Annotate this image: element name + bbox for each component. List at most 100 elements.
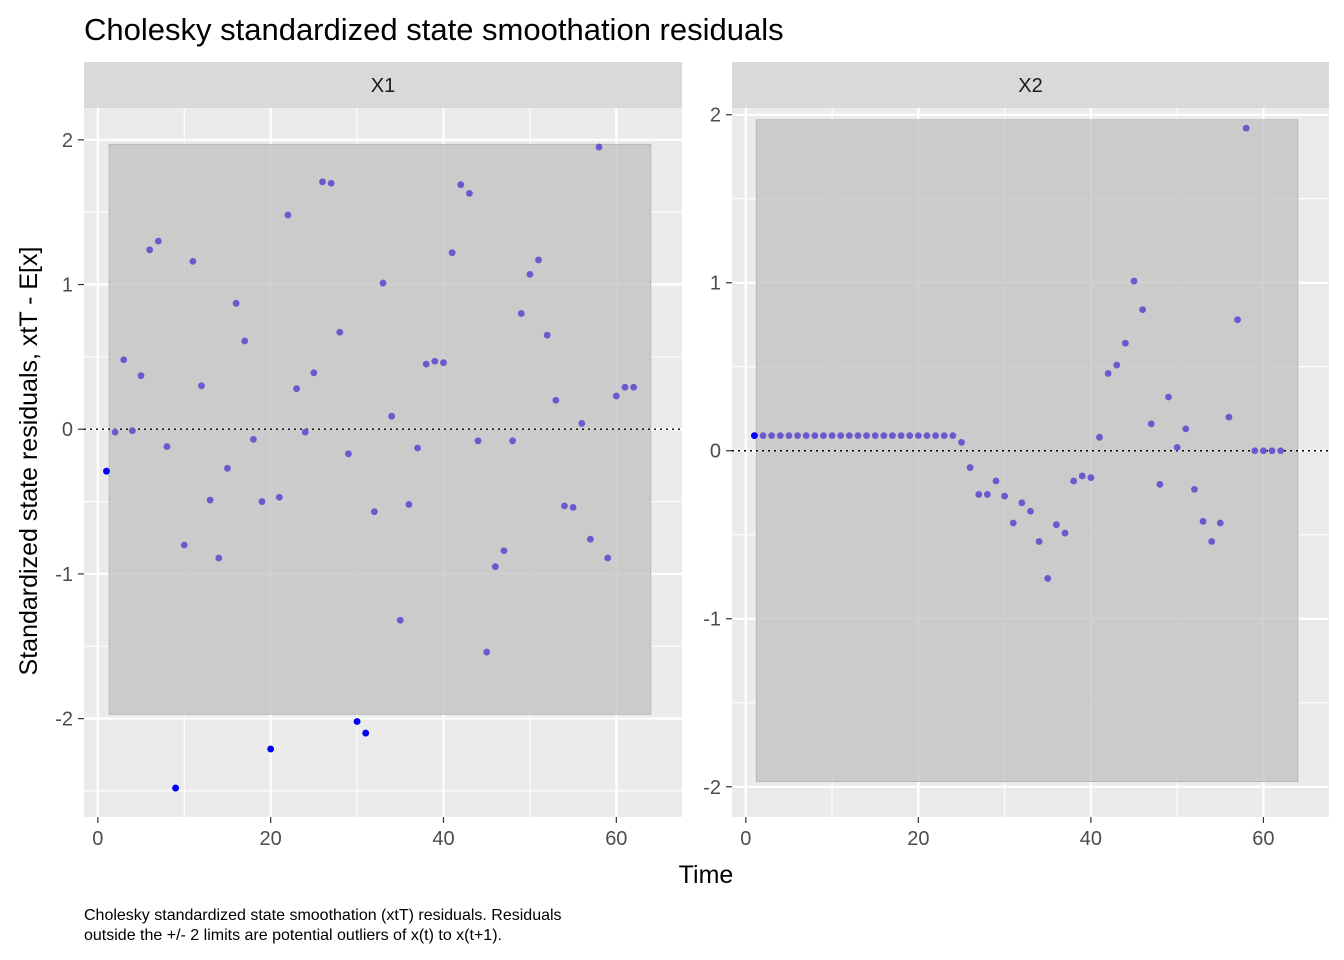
panel-1-y-tick-label: 0 bbox=[62, 419, 73, 441]
panel-1-residual-point bbox=[500, 547, 508, 555]
panel-1-residual-point bbox=[224, 464, 231, 472]
panel-2-residual-point bbox=[1208, 538, 1216, 545]
panel-1-residual-point bbox=[440, 359, 447, 367]
panel-2-residual-point bbox=[1173, 443, 1181, 451]
panel-1-residual-point bbox=[232, 299, 240, 307]
panel-2-y-tick-label: -1 bbox=[703, 609, 721, 631]
panel-2-residual-point bbox=[1078, 472, 1086, 480]
panel-2-residual-point bbox=[1087, 474, 1095, 482]
x-axis-title: Time bbox=[679, 861, 734, 889]
panel-2-residual-point bbox=[1156, 480, 1164, 488]
panel-2-residual-point bbox=[1001, 492, 1009, 500]
panel-2-residual-point bbox=[828, 432, 836, 440]
panel-x1: X1 0 20 40 60 -2 -1 0 1 2 bbox=[55, 62, 682, 850]
panel-1-residual-point bbox=[198, 382, 205, 390]
panel-1-residual-point bbox=[293, 385, 300, 393]
panel-2-residual-point bbox=[871, 432, 879, 440]
panel-1-residual-point bbox=[379, 279, 387, 287]
panel-1-x-tick-label: 60 bbox=[605, 828, 627, 850]
panel-2-residual-point bbox=[1061, 529, 1069, 537]
panel-2-residual-point bbox=[1182, 425, 1190, 433]
panel-1-residual-point bbox=[630, 383, 638, 391]
panel-2-residual-point bbox=[1035, 538, 1043, 545]
panel-2-residual-point bbox=[966, 464, 974, 471]
panel-1-outlier-point bbox=[172, 784, 180, 792]
panel-2-residual-point bbox=[897, 432, 905, 440]
panel-2-residual-point bbox=[958, 438, 965, 446]
panel-1-residual-point bbox=[189, 257, 197, 265]
panel-2-residual-point bbox=[949, 432, 957, 440]
panel-2-residual-point bbox=[914, 432, 922, 440]
panel-1-residual-point bbox=[163, 443, 171, 450]
panel-1-residual-point bbox=[336, 328, 344, 336]
panel-2-residual-point bbox=[1147, 420, 1155, 428]
panel-1-residual-point bbox=[249, 435, 257, 443]
panel-1-residual-point bbox=[128, 427, 136, 435]
panel-2-residual-point bbox=[906, 432, 914, 440]
panel-2-x-tick-label: 0 bbox=[740, 828, 751, 850]
panel-2-residual-point bbox=[1027, 507, 1034, 515]
panel-1-residual-point bbox=[595, 143, 603, 151]
panel-2-y-tick-label: -2 bbox=[703, 777, 721, 799]
panel-1-residual-point bbox=[206, 496, 214, 504]
panel-1-residual-point bbox=[517, 310, 525, 317]
panel-2-residual-point bbox=[940, 432, 948, 440]
panel-2-residual-point bbox=[802, 432, 810, 440]
panel-2-residual-point bbox=[1121, 339, 1129, 347]
panel-2-residual-point bbox=[1044, 575, 1052, 582]
panel-1-residual-point bbox=[561, 502, 568, 510]
panel-1-y-tick-label: 1 bbox=[62, 275, 73, 297]
panel-1-residual-point bbox=[552, 396, 560, 404]
panel-1-residual-point bbox=[586, 535, 594, 543]
panel-1-residual-point bbox=[509, 437, 517, 445]
panel-1-residual-point bbox=[526, 270, 534, 278]
panel-1-residual-point bbox=[396, 616, 404, 624]
panel-1-residual-point bbox=[388, 412, 396, 420]
panel-2-residual-point bbox=[794, 432, 801, 440]
panel-1-residual-point bbox=[422, 360, 430, 368]
panel-2-residual-point bbox=[975, 491, 983, 498]
panel-1-residual-point bbox=[310, 369, 318, 377]
panel-2-residual-point bbox=[1199, 517, 1207, 525]
panel-1-residual-point bbox=[474, 437, 482, 445]
panel-1-residual-point bbox=[120, 356, 128, 364]
panel-1-residual-point bbox=[319, 178, 326, 186]
panel-1-x-tick-label: 20 bbox=[260, 828, 282, 850]
panel-1-outlier-point bbox=[362, 729, 370, 737]
panel-2-residual-point bbox=[1139, 306, 1147, 314]
panel-1-residual-point bbox=[457, 181, 465, 189]
panel-1-outlier-point bbox=[267, 745, 275, 753]
panel-2-residual-point bbox=[1234, 316, 1241, 324]
panel-2-x-tick-label: 20 bbox=[907, 828, 929, 850]
panel-2-residual-point bbox=[845, 432, 853, 440]
panel-1-y-tick-label: 2 bbox=[62, 130, 73, 152]
panel-2-residual-point bbox=[992, 477, 1000, 485]
panel-2-y-tick-label: 1 bbox=[710, 273, 721, 295]
panel-2-residual-point bbox=[759, 432, 767, 440]
panel-1-residual-point bbox=[111, 428, 119, 436]
panel-1-strip-background bbox=[84, 62, 682, 108]
panel-1-residual-point bbox=[431, 357, 439, 365]
panel-2-residual-point bbox=[1268, 447, 1276, 455]
panel-2-residual-point bbox=[837, 432, 845, 440]
panel-1-residual-point bbox=[414, 444, 421, 452]
panel-1-residual-point bbox=[604, 554, 612, 562]
panel-2-x-tick-label: 40 bbox=[1080, 828, 1102, 850]
panel-2-outlier-point bbox=[751, 432, 758, 440]
panel-1-strip-label: X1 bbox=[371, 75, 395, 97]
panel-1-residual-point bbox=[137, 372, 145, 380]
panel-2-strip-background bbox=[732, 62, 1329, 108]
panel-2-y-tick-label: 0 bbox=[710, 441, 721, 463]
panel-2-residual-point bbox=[889, 432, 896, 440]
panel-2-residual-point bbox=[1052, 521, 1060, 529]
panel-2-residual-point bbox=[1096, 433, 1103, 441]
panel-1-residual-point bbox=[405, 501, 413, 508]
panel-2-residual-point bbox=[1216, 519, 1224, 527]
panel-2-residual-point bbox=[932, 432, 940, 440]
panel-1-residual-point bbox=[483, 648, 491, 656]
panel-2-residual-point bbox=[880, 432, 888, 440]
panel-2-residual-point bbox=[768, 432, 776, 440]
panel-2-residual-point bbox=[1018, 499, 1026, 507]
panel-2-y-tick-label: 2 bbox=[710, 105, 721, 127]
